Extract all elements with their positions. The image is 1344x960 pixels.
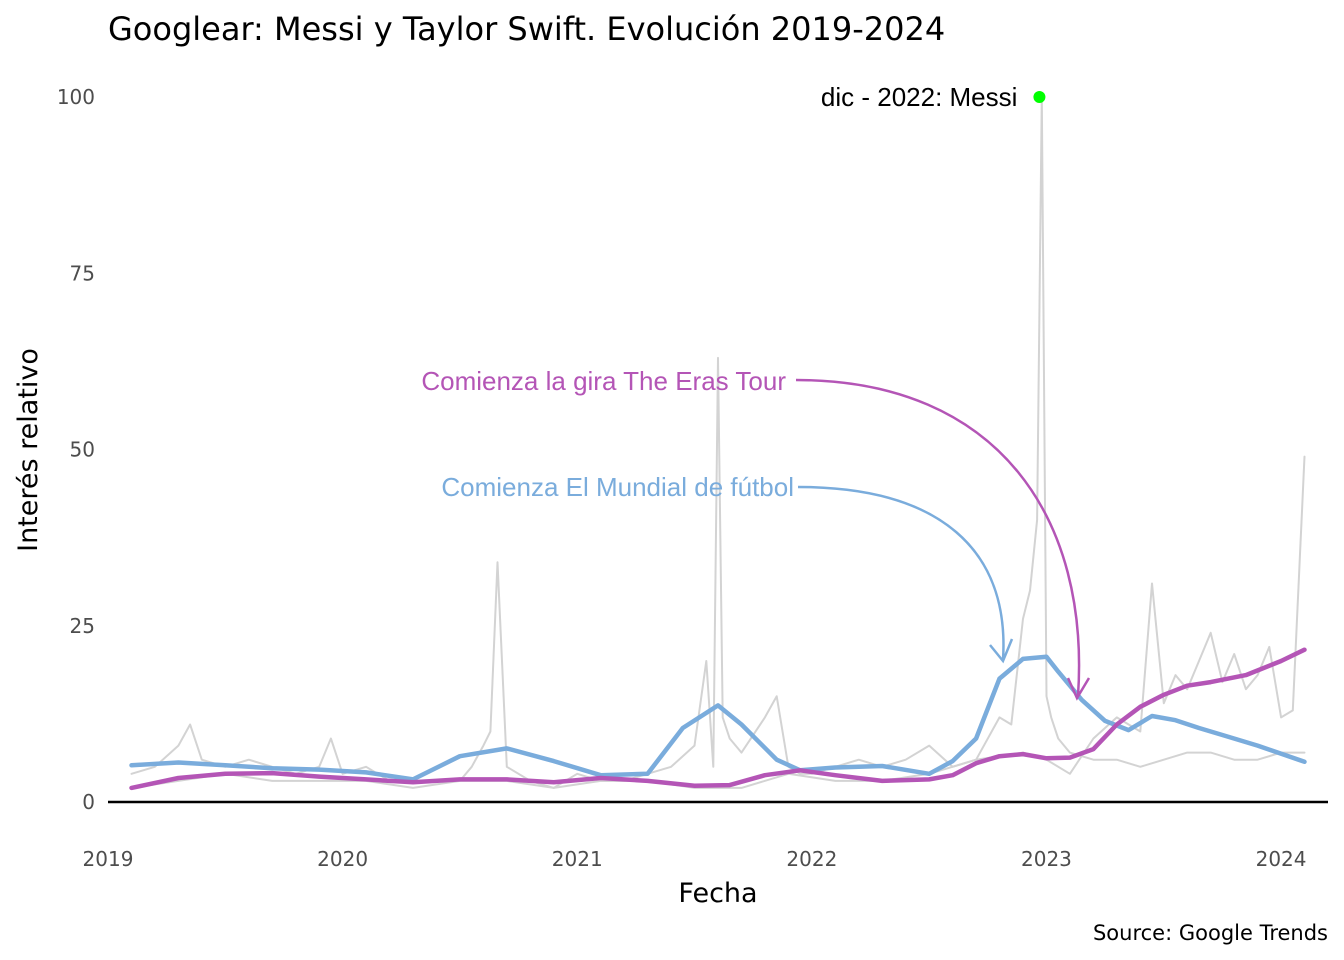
mundial-annotation: Comienza El Mundial de fútbol — [441, 472, 1014, 664]
x-axis-title: Fecha — [678, 878, 757, 909]
messi-smooth-line — [129, 654, 1307, 782]
eras-annotation-label: Comienza la gira The Eras Tour — [421, 366, 786, 396]
eras-arrow-curve — [795, 378, 1081, 697]
taylor-smooth-line — [129, 647, 1307, 791]
eras-annotation: Comienza la gira The Eras Tour — [421, 366, 1091, 701]
x-tick-label: 2022 — [786, 847, 837, 871]
peak-label: dic - 2022: Messi — [821, 82, 1018, 112]
x-tick-label: 2020 — [317, 847, 368, 871]
y-tick-label: 50 — [70, 438, 95, 462]
source-caption: Source: Google Trends — [1093, 921, 1328, 945]
y-axis-title: Interés relativo — [13, 348, 44, 552]
peak-group: dic - 2022: Messi — [821, 82, 1046, 112]
messi-raw-line — [130, 96, 1306, 789]
y-tick-label: 0 — [82, 790, 95, 814]
y-tick-label: 25 — [70, 614, 95, 638]
x-tick-label: 2021 — [552, 847, 603, 871]
raw-series-group — [130, 96, 1306, 789]
x-axis-ticks: 2019 2020 2021 2022 2023 2024 — [83, 847, 1307, 871]
y-tick-label: 75 — [70, 261, 95, 285]
taylor-raw-line — [130, 455, 1306, 789]
mundial-arrowhead — [989, 638, 1014, 664]
eras-arrowhead — [1066, 677, 1091, 701]
mundial-annotation-label: Comienza El Mundial de fútbol — [441, 472, 794, 502]
smooth-series-group — [129, 647, 1307, 791]
peak-point — [1033, 91, 1046, 103]
chart-title: Googlear: Messi y Taylor Swift. Evolució… — [108, 10, 945, 48]
mundial-arrow-curve — [797, 485, 1005, 661]
x-tick-label: 2024 — [1256, 847, 1307, 871]
y-tick-label: 100 — [57, 85, 95, 109]
y-axis-ticks: 0 25 50 75 100 — [57, 85, 95, 814]
x-tick-label: 2019 — [83, 847, 134, 871]
x-tick-label: 2023 — [1021, 847, 1072, 871]
